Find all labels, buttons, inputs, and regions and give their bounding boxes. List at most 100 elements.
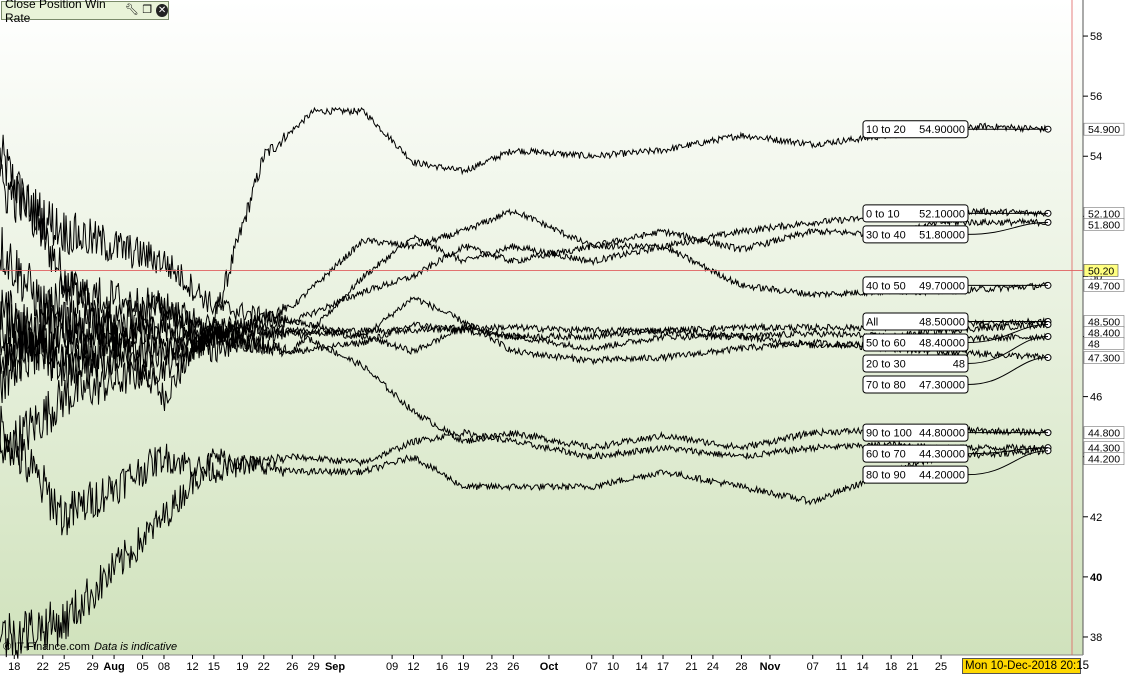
series-label-connector	[967, 221, 1049, 235]
x-tick-label: 26	[507, 661, 519, 673]
x-tick-label: 21	[685, 661, 697, 673]
x-tick-label: 14	[857, 661, 869, 673]
x-tick-label: 19	[457, 661, 469, 673]
series-label: 60 to 70 44.30000	[862, 444, 1049, 463]
series-label-name: 80 to 90	[866, 470, 906, 482]
crosshair-price-label: 50.20	[1088, 265, 1114, 277]
series-label: All 48.50000	[862, 312, 1048, 331]
series-label-name: 0 to 10	[866, 208, 900, 220]
y-value-tag-label: 48	[1088, 338, 1100, 350]
y-value-tag-label: 44.200	[1088, 454, 1120, 466]
x-tick-label: 29	[87, 661, 99, 673]
close-icon[interactable]: ✕	[156, 4, 168, 17]
y-value-tag-label: 47.300	[1088, 353, 1120, 365]
wrench-icon[interactable]: 🔧︎	[124, 4, 139, 16]
series-label-name: 10 to 20	[866, 124, 906, 136]
series-label-value: 44.80000	[919, 428, 965, 440]
x-tick-label: 21	[906, 661, 918, 673]
x-tick-label: Aug	[103, 661, 124, 673]
restore-icon[interactable]: ❐	[142, 4, 153, 16]
chart-title-bar[interactable]: Close Position Win Rate 🔧︎ ❐ ✕	[1, 0, 169, 25]
y-value-tag	[1083, 351, 1125, 364]
series-label-value: 48	[953, 358, 965, 370]
x-tick-label: 24	[707, 661, 719, 673]
series-label: 10 to 20 54.90000	[862, 120, 1048, 139]
y-value-tag-label: 48.500	[1088, 316, 1120, 328]
series-label-connector	[967, 323, 1049, 343]
x-tick-label: 25	[935, 661, 947, 673]
x-tick-label: 22	[37, 661, 49, 673]
y-value-tag-label: 44.300	[1088, 443, 1120, 455]
y-value-tag-label: 51.800	[1088, 219, 1120, 231]
series-label-name: All	[866, 316, 878, 328]
crosshair-date-label: Mon 10-Dec-2018 20:15	[962, 658, 1089, 674]
series-label: 70 to 80 47.30000	[862, 357, 1049, 394]
x-tick-label: 12	[186, 661, 198, 673]
x-tick-label: 22	[258, 661, 270, 673]
series-label: 80 to 90 44.20000	[862, 450, 1049, 484]
series-label: 40 to 50 49.70000	[862, 276, 1048, 295]
series-label: 20 to 30 48	[862, 336, 1049, 373]
x-tick-label: Nov	[760, 661, 782, 673]
y-axis: 384042444648505254565854.90052.10051.800…	[1083, 31, 1125, 644]
series-label-box	[862, 312, 969, 331]
series-label-value: 47.30000	[919, 379, 965, 391]
series-label-box	[862, 225, 969, 244]
x-tick-label: 26	[286, 661, 298, 673]
x-tick-label: 17	[657, 661, 669, 673]
disclaimer-text: Data is indicative	[93, 641, 178, 653]
series-label-box	[862, 333, 969, 352]
y-value-tag-label: 48.400	[1088, 327, 1120, 339]
x-tick-label: 29	[308, 661, 320, 673]
x-axis: 18 22 25 29 Aug 05 08 12 15 19 22 26 29 Sep 09 12 16 19 23…	[8, 655, 947, 673]
x-tick-label: 11	[836, 661, 847, 673]
series-label-box	[862, 444, 969, 463]
y-value-tag	[1083, 452, 1125, 465]
x-tick-label: 14	[636, 661, 648, 673]
x-tick-label: 10	[607, 661, 619, 673]
y-tick-label: 56	[1090, 91, 1102, 103]
crosshair-price-tag	[1083, 264, 1119, 277]
series-label-box	[862, 354, 969, 373]
y-tick-label: 38	[1090, 632, 1102, 644]
x-tick-label: 23	[486, 661, 498, 673]
series-label-name: 70 to 80	[866, 379, 906, 391]
x-tick-label: 08	[158, 661, 170, 673]
y-value-tag	[1083, 218, 1125, 231]
y-tick-label: 46	[1090, 392, 1102, 404]
x-tick-label: 16	[436, 661, 448, 673]
series-label-value: 51.80000	[919, 229, 965, 241]
series-label-name: 50 to 60	[866, 337, 906, 349]
x-tick-label: 07	[807, 661, 819, 673]
y-value-tag-label: 44.800	[1088, 428, 1120, 440]
series-label: 30 to 40 51.80000	[862, 221, 1049, 244]
x-axis-background	[0, 655, 1127, 676]
series-label-value: 48.40000	[919, 337, 965, 349]
y-value-tag-label: 52.100	[1088, 208, 1120, 220]
y-tick-label: 42	[1090, 512, 1102, 524]
x-tick-label: 19	[236, 661, 248, 673]
series-label-value: 49.70000	[919, 280, 965, 292]
x-tick-label: 18	[885, 661, 897, 673]
x-tick-label: 12	[407, 661, 419, 673]
series-label-connector	[967, 336, 1049, 364]
series-label-box	[862, 465, 969, 484]
y-value-tag	[1083, 122, 1125, 136]
y-tick-label: 58	[1090, 31, 1102, 43]
y-value-tag	[1083, 337, 1125, 350]
copyright-text: © IT-Finance.com	[3, 641, 90, 653]
series-label-connector	[967, 357, 1049, 385]
series-label-value: 44.30000	[919, 449, 965, 461]
series-label-value: 44.20000	[919, 470, 965, 482]
series-label-box	[862, 204, 969, 223]
x-tick-label: 18	[8, 661, 20, 673]
series-label: 0 to 10 52.10000	[862, 204, 1048, 223]
series-label: 50 to 60 48.40000	[862, 323, 1049, 352]
series-label: 90 to 100 44.80000	[862, 423, 1048, 442]
crosshair	[0, 0, 1083, 655]
x-tick-label: 07	[586, 661, 598, 673]
series-label-name: 20 to 30	[866, 358, 906, 370]
series-label-value: 48.50000	[919, 316, 965, 328]
